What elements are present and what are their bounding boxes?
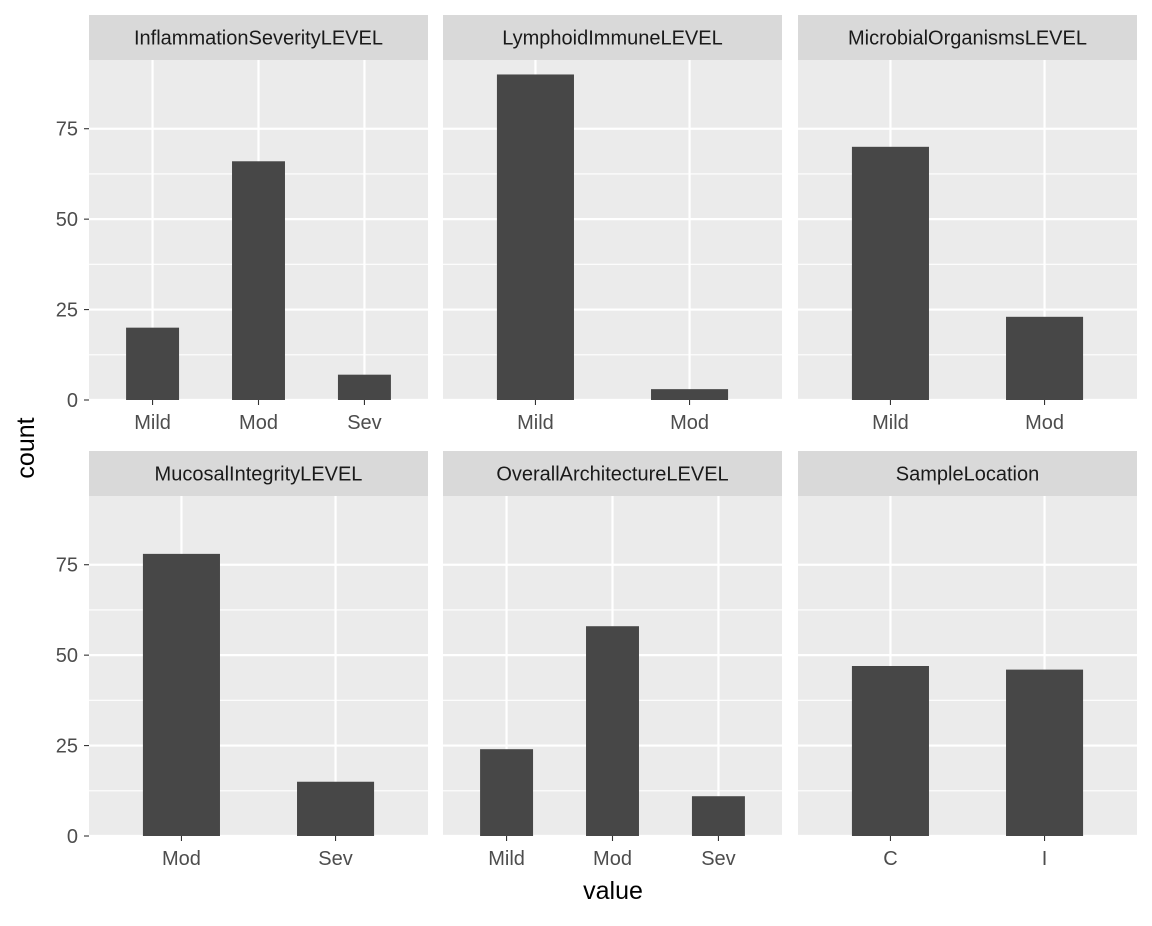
bar [851, 146, 929, 400]
panel-background [798, 60, 1137, 400]
x-tick-label: Mod [1025, 412, 1064, 434]
y-tick-label: 75 [56, 119, 78, 141]
bar [651, 389, 729, 400]
x-tick-label: Mod [162, 848, 201, 870]
x-axis-title: value [583, 877, 643, 905]
y-tick-label: 0 [67, 390, 78, 412]
facet-title: MucosalIntegrityLEVEL [155, 464, 363, 486]
x-tick-label: Mild [872, 412, 909, 434]
facet-strip [798, 451, 1137, 496]
facet-panel: MicrobialOrganismsLEVEL Mild Mod [798, 15, 1137, 434]
bar [691, 796, 745, 836]
y-tick-label: 75 [56, 555, 78, 577]
bar [297, 781, 375, 836]
facet-title: SampleLocation [896, 464, 1039, 486]
bar [126, 327, 180, 400]
x-tick-label: Mild [134, 412, 171, 434]
facet-title: MicrobialOrganismsLEVEL [848, 28, 1087, 50]
x-tick-label: Sev [347, 412, 381, 434]
facet-title: OverallArchitectureLEVEL [496, 464, 728, 486]
bar [586, 626, 639, 836]
panel-background [443, 60, 782, 400]
y-tick-label: 0 [67, 826, 78, 848]
x-tick-label: Mod [670, 412, 709, 434]
panel-background [798, 496, 1137, 836]
y-tick-label: 25 [56, 736, 78, 758]
facet-panel: OverallArchitectureLEVEL Mild Mod Sev [443, 451, 782, 870]
bar [337, 374, 391, 400]
x-tick-label: C [883, 848, 897, 870]
y-tick-label: 25 [56, 300, 78, 322]
facet-panel: LymphoidImmuneLEVEL Mild Mod [443, 15, 782, 434]
facet-strip [443, 15, 782, 60]
facet-strip [89, 451, 428, 496]
facet-panel: MucosalIntegrityLEVEL Mod Sev 0 25 50 75 [56, 451, 428, 870]
bar [232, 161, 285, 400]
x-tick-label: Sev [318, 848, 352, 870]
bar [851, 666, 929, 836]
y-tick-label: 50 [56, 645, 78, 667]
bar [480, 749, 534, 836]
bar [1006, 669, 1084, 836]
facet-strip [89, 15, 428, 60]
facet-panel: SampleLocation C I [798, 451, 1137, 870]
x-tick-label: Mild [517, 412, 554, 434]
facet-strip [798, 15, 1137, 60]
x-tick-label: Sev [701, 848, 735, 870]
x-tick-label: Mild [488, 848, 525, 870]
panel-background [89, 496, 428, 836]
y-tick-label: 50 [56, 209, 78, 231]
facet-strip [443, 451, 782, 496]
x-tick-label: Mod [593, 848, 632, 870]
x-tick-label: Mod [239, 412, 278, 434]
facet-title: LymphoidImmuneLEVEL [502, 28, 723, 50]
facet-panel: InflammationSeverityLEVEL Mild Mod Sev 0 25 50… [56, 15, 428, 434]
bar [496, 74, 574, 401]
facet-title: InflammationSeverityLEVEL [134, 28, 383, 50]
bar [1006, 316, 1084, 400]
y-axis-title: count [12, 417, 40, 478]
bar [142, 553, 220, 836]
x-tick-label: I [1042, 848, 1048, 870]
